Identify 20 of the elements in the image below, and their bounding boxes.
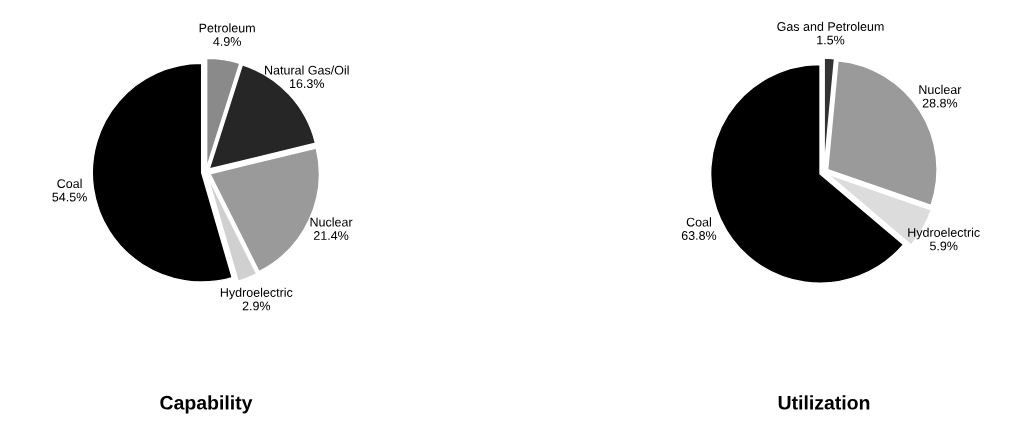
data-label: 5.9% xyxy=(929,241,958,251)
data-label: 54.5% xyxy=(52,192,87,202)
text: Capability xyxy=(160,395,253,414)
slice-label: Coal xyxy=(686,217,711,227)
slice-label: Coal xyxy=(57,178,82,189)
slice-label: Nuclear xyxy=(310,217,353,227)
data-label: 4.9% xyxy=(213,37,241,46)
slice-label: Nuclear xyxy=(919,84,962,95)
data-label: 16.3% xyxy=(289,79,325,89)
text: Utilization xyxy=(778,395,870,410)
slice-label: Hydroelectric xyxy=(220,287,293,300)
data-label: 28.8% xyxy=(922,98,958,108)
slice-label: Petroleum xyxy=(199,23,255,33)
data-label: 21.4% xyxy=(313,231,349,240)
data-label: 2.9% xyxy=(242,301,271,311)
data-label: 1.5% xyxy=(817,35,845,45)
slice-label: Natural Gas/Oil xyxy=(265,65,349,75)
data-label: 63.8% xyxy=(681,231,717,240)
slice-label: Gas and Petroleum xyxy=(777,21,884,31)
slice-label: Hydroelectric xyxy=(908,227,980,240)
